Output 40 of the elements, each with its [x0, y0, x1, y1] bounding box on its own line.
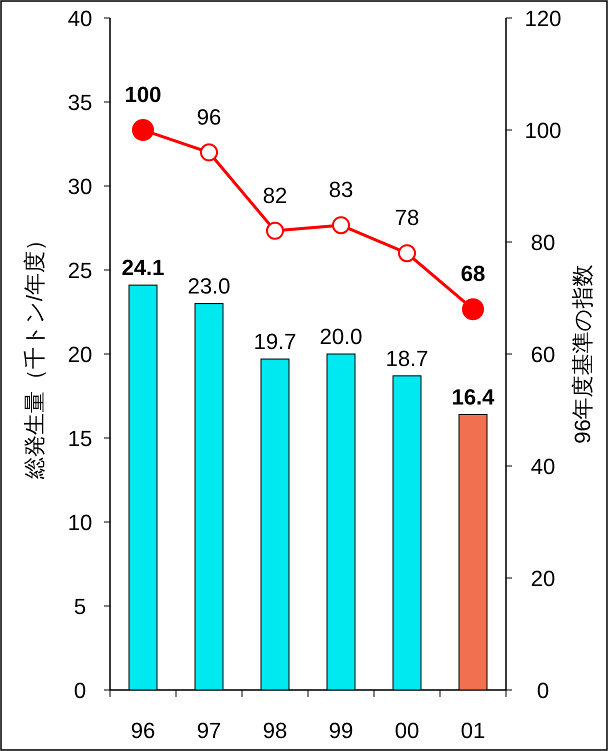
data-label: 68 [460, 261, 486, 286]
y-tick-label: 5 [74, 594, 86, 619]
x-tick-label: 99 [328, 718, 354, 743]
x-tick-label: 00 [394, 718, 420, 743]
x-tick-label: 01 [460, 718, 486, 743]
data-label: 96 [196, 104, 222, 130]
data-label: 18.7 [386, 346, 428, 371]
point [266, 222, 284, 240]
data-label: 24.1 [122, 255, 164, 280]
point [332, 216, 350, 234]
y-tick-label: 35 [68, 90, 92, 115]
y2-tick-label: 120 [524, 6, 562, 31]
y2-tick-label: 60 [530, 342, 556, 367]
x-tick-label: 96 [130, 718, 156, 743]
data-label: 23.0 [188, 274, 230, 299]
y2-tick-label: 40 [530, 454, 556, 479]
y-tick-label: 30 [68, 174, 92, 199]
y2-axis-title: 96年度基準の指数 [570, 264, 595, 444]
x-tick-label: 98 [262, 718, 288, 743]
data-label: 19.7 [254, 329, 296, 354]
y-tick-label: 10 [68, 510, 92, 535]
data-label: 16.4 [452, 384, 496, 410]
y-axis-title: 総発生量（千トン/年度） [22, 228, 47, 480]
y-tick-label: 25 [68, 258, 92, 283]
data-label: 78 [394, 205, 420, 230]
y2-tick-label: 0 [536, 678, 550, 703]
y-tick-label: 15 [68, 426, 92, 451]
data-label: 100 [124, 82, 162, 107]
y-tick-label: 40 [68, 6, 92, 31]
y-tick-label: 0 [74, 678, 86, 703]
point [200, 143, 218, 162]
y2-tick-label: 100 [524, 118, 562, 143]
y-tick-label: 20 [68, 342, 92, 367]
y2-tick-label: 20 [530, 566, 556, 591]
x-tick-label: 97 [196, 718, 222, 743]
data-label: 82 [262, 182, 288, 208]
y2-tick-label: 80 [530, 230, 556, 255]
data-label: 20.0 [320, 324, 362, 349]
data-label: 83 [328, 177, 354, 202]
point [398, 244, 416, 262]
